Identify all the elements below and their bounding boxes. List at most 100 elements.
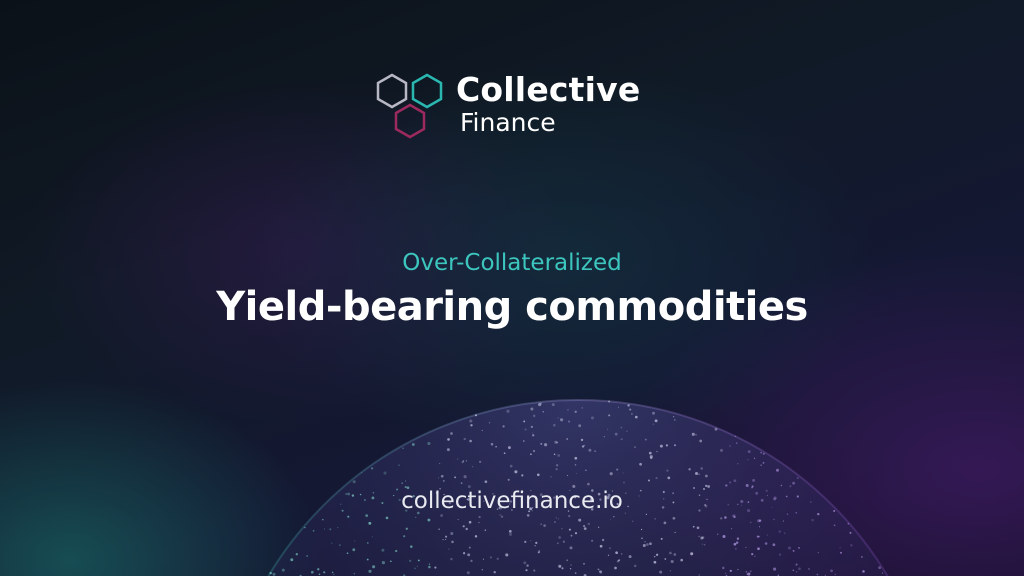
planet-particle	[353, 572, 356, 575]
planet-particle	[736, 537, 740, 540]
planet-particle	[463, 475, 467, 479]
planet-particle	[553, 521, 556, 524]
planet-particle	[786, 513, 789, 515]
planet-particle	[502, 425, 505, 428]
planet-particle	[674, 419, 676, 421]
planet-particle	[597, 492, 601, 496]
planet-particle	[816, 573, 819, 576]
planet-particle	[752, 479, 755, 482]
planet-particle	[496, 508, 499, 510]
planet-particle	[465, 527, 468, 531]
planet-particle	[762, 462, 765, 464]
planet-particle	[862, 570, 865, 573]
planet-particle	[535, 541, 538, 544]
planet-particle	[792, 569, 795, 572]
planet-particle	[839, 547, 841, 549]
planet-particle	[507, 446, 511, 450]
planet-particle	[370, 467, 374, 470]
planet-particle	[840, 551, 842, 554]
planet-particle	[437, 492, 439, 494]
planet-particle	[554, 440, 558, 444]
brand-logo[interactable]: Collective Finance	[372, 66, 662, 146]
planet-particle	[492, 492, 494, 495]
planet-particle	[618, 559, 620, 562]
planet-particle	[304, 526, 306, 529]
planet-particle	[505, 553, 509, 557]
planet-particle	[850, 544, 853, 547]
planet-particle	[833, 524, 836, 527]
planet-particle	[360, 472, 363, 474]
planet-particle	[638, 495, 640, 497]
planet-particle	[526, 514, 530, 517]
planet-particle	[574, 410, 577, 413]
planet-particle	[688, 468, 691, 471]
planet-particle	[446, 448, 450, 452]
planet-particle	[783, 532, 786, 534]
planet-particle	[569, 546, 573, 550]
planet-particle	[760, 498, 764, 502]
planet-particle	[648, 451, 652, 455]
planet-particle	[295, 553, 298, 556]
planet-particle	[412, 494, 415, 498]
planet-particle	[341, 509, 344, 512]
planet-particle	[722, 566, 725, 570]
planet-particle	[706, 498, 708, 501]
planet-particle	[645, 513, 648, 516]
planet-particle	[544, 443, 548, 447]
planet-particle	[641, 528, 643, 531]
planet-particle	[445, 535, 448, 538]
planet-particle	[611, 490, 614, 492]
planet-particle	[470, 424, 473, 427]
planet-particle	[439, 488, 441, 490]
planet-particle	[395, 549, 398, 553]
planet-particle	[566, 438, 569, 440]
planet-particle	[798, 567, 801, 570]
planet-particle	[447, 438, 450, 441]
planet-particle	[776, 468, 779, 472]
planet-particle	[281, 568, 285, 572]
planet-particle	[735, 442, 738, 444]
planet-particle	[428, 563, 431, 565]
planet-particle	[698, 509, 701, 512]
planet-particle	[570, 534, 573, 537]
planet-particle	[331, 571, 334, 574]
planet-particle	[560, 418, 564, 422]
planet-particle	[644, 438, 647, 441]
planet-particle	[749, 570, 752, 573]
planet-particle	[663, 521, 667, 525]
website-link[interactable]: collectivefinance.io	[401, 488, 623, 514]
planet-particle	[359, 493, 362, 496]
planet-particle	[346, 552, 349, 555]
planet-particle	[729, 445, 731, 447]
planet-particle	[614, 566, 617, 570]
planet-particle	[561, 528, 563, 530]
planet-particle	[881, 572, 883, 574]
planet-particle	[707, 485, 710, 488]
planet-particle	[498, 507, 501, 509]
planet-particle	[616, 468, 619, 471]
planet-particle	[655, 477, 658, 480]
planet-particle	[525, 569, 528, 572]
planet-particle	[403, 535, 406, 538]
planet-particle	[438, 528, 440, 530]
planet-particle	[381, 561, 385, 565]
planet-particle	[329, 528, 332, 531]
planet-particle	[404, 486, 407, 489]
planet-particle	[615, 551, 618, 555]
planet-particle	[649, 456, 653, 460]
planet-particle	[469, 439, 472, 443]
planet-particle	[557, 454, 561, 457]
planet-particle	[508, 503, 511, 505]
planet-particle	[587, 482, 590, 486]
planet-particle	[751, 553, 754, 556]
planet-particle	[442, 479, 445, 482]
planet-particle	[645, 543, 649, 546]
planet-particle	[557, 417, 559, 419]
planet-particle	[445, 538, 447, 541]
planet-particle	[591, 539, 594, 542]
planet-particle	[737, 503, 739, 505]
planet-particle	[576, 472, 578, 474]
planet-particle	[754, 555, 756, 558]
planet-particle	[680, 558, 684, 562]
planet-particle	[540, 442, 543, 445]
